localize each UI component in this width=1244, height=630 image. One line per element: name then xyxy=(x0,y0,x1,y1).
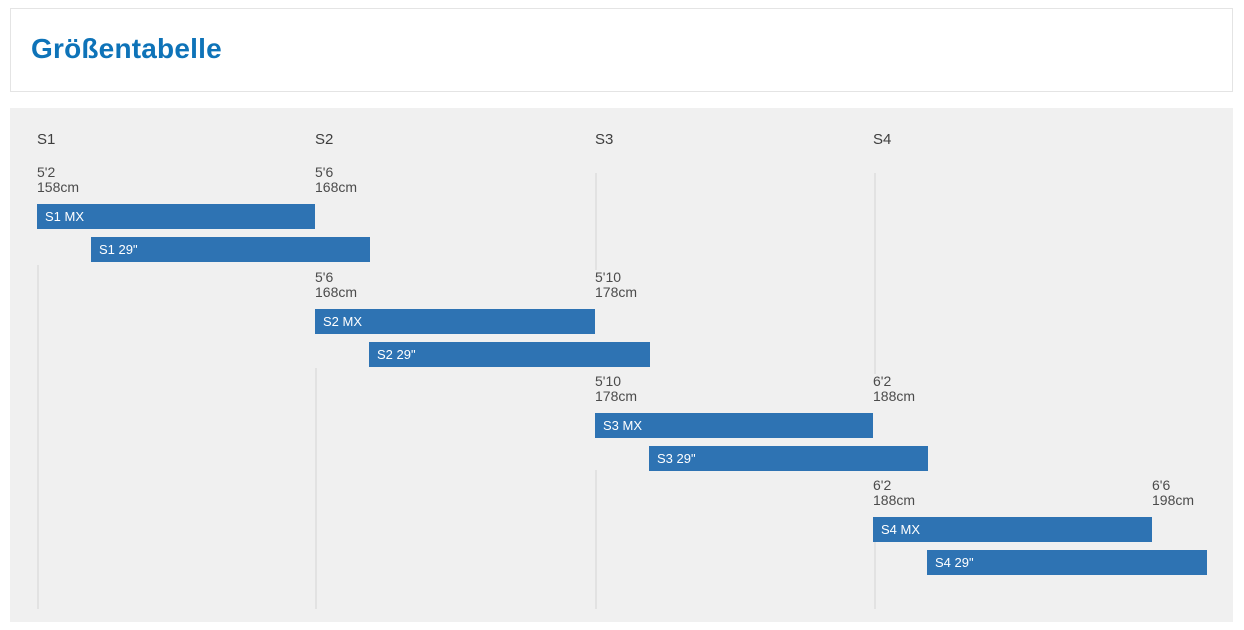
height-imperial: 6'2 xyxy=(873,477,892,493)
size-bar-mx: S3 MX xyxy=(595,413,873,438)
column-gridline xyxy=(874,173,876,377)
column-header: S3 xyxy=(595,131,614,148)
height-imperial: 6'2 xyxy=(873,373,892,389)
height-imperial: 5'2 xyxy=(37,164,56,180)
height-label-end: 6'6 198cm xyxy=(1152,477,1195,508)
height-imperial: 5'6 xyxy=(315,164,334,180)
height-label-end: 5'6 168cm xyxy=(315,164,358,195)
height-metric: 158cm xyxy=(37,179,80,195)
height-imperial: 5'10 xyxy=(595,373,622,389)
size-bar-mx: S2 MX xyxy=(315,309,595,334)
column-gridline xyxy=(315,368,317,609)
height-imperial: 5'10 xyxy=(595,269,622,285)
column-gridline xyxy=(37,265,39,609)
height-metric: 178cm xyxy=(595,284,638,300)
size-bar-29: S1 29" xyxy=(91,237,370,262)
page-title: Größentabelle xyxy=(31,33,222,64)
height-label-end: 5'10 178cm xyxy=(595,269,638,300)
column-header: S2 xyxy=(315,131,334,148)
height-label-start: 5'6 168cm xyxy=(315,269,358,300)
height-metric: 168cm xyxy=(315,179,358,195)
size-bar-29: S3 29" xyxy=(649,446,928,471)
title-card: Größentabelle xyxy=(10,8,1233,92)
height-label-start: 6'2 188cm xyxy=(873,477,916,508)
height-imperial: 6'6 xyxy=(1152,477,1171,493)
size-bar-mx: S1 MX xyxy=(37,204,315,229)
size-bar-mx: S4 MX xyxy=(873,517,1152,542)
height-label-end: 6'2 188cm xyxy=(873,373,916,404)
height-label-start: 5'2 158cm xyxy=(37,164,80,195)
column-header: S1 xyxy=(37,131,56,148)
size-chart: S1 S2 S3 S4 5'2 158cm 5'6 168cm S1 MX S1 29" 5'6 16… xyxy=(10,108,1233,622)
size-bar-29: S4 29" xyxy=(927,550,1207,575)
height-metric: 168cm xyxy=(315,284,358,300)
height-imperial: 5'6 xyxy=(315,269,334,285)
size-bar-29: S2 29" xyxy=(369,342,650,367)
height-label-start: 5'10 178cm xyxy=(595,373,638,404)
column-gridline xyxy=(874,542,876,609)
height-metric: 188cm xyxy=(873,492,916,508)
height-metric: 188cm xyxy=(873,388,916,404)
height-metric: 178cm xyxy=(595,388,638,404)
column-header: S4 xyxy=(873,131,892,148)
column-gridline xyxy=(595,173,597,273)
height-metric: 198cm xyxy=(1152,492,1195,508)
column-gridline xyxy=(595,470,597,609)
